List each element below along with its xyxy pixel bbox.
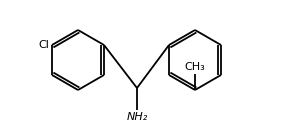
Text: Cl: Cl [38, 40, 49, 50]
Text: CH₃: CH₃ [185, 62, 206, 72]
Text: NH₂: NH₂ [126, 112, 148, 122]
